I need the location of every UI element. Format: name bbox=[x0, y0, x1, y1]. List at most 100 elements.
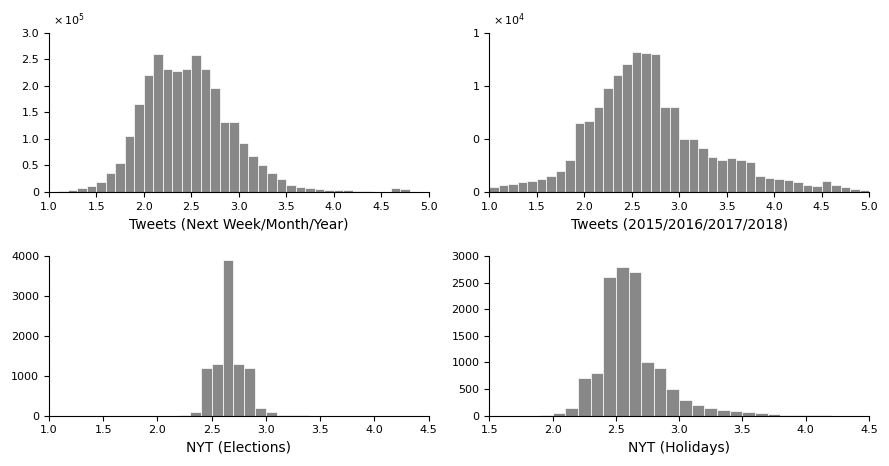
Bar bbox=[239, 143, 248, 192]
Bar bbox=[768, 414, 781, 416]
Bar bbox=[781, 415, 793, 416]
Bar bbox=[604, 88, 613, 192]
Bar bbox=[860, 190, 869, 192]
Bar bbox=[669, 107, 679, 192]
Bar bbox=[742, 412, 755, 416]
Bar bbox=[191, 55, 201, 192]
Bar bbox=[590, 373, 604, 416]
Bar bbox=[667, 389, 679, 416]
Bar bbox=[489, 187, 499, 192]
Bar bbox=[154, 54, 163, 192]
Bar bbox=[266, 411, 276, 416]
Bar bbox=[390, 188, 400, 192]
Bar bbox=[679, 139, 689, 192]
Bar bbox=[840, 187, 850, 192]
Bar bbox=[517, 183, 527, 192]
Bar bbox=[124, 136, 134, 192]
Bar bbox=[182, 69, 191, 192]
Bar bbox=[661, 107, 669, 192]
Bar bbox=[315, 189, 324, 192]
Bar bbox=[651, 54, 661, 192]
Bar bbox=[717, 160, 726, 192]
Bar bbox=[362, 191, 372, 192]
Bar bbox=[726, 158, 736, 192]
Bar bbox=[144, 75, 154, 192]
Bar bbox=[755, 176, 765, 192]
Bar bbox=[353, 191, 362, 192]
Bar bbox=[641, 363, 653, 416]
Bar bbox=[324, 191, 333, 192]
Bar bbox=[222, 260, 234, 416]
Bar bbox=[616, 267, 629, 416]
Bar bbox=[87, 185, 96, 192]
Bar bbox=[622, 64, 632, 192]
Bar bbox=[276, 179, 286, 192]
Bar bbox=[746, 162, 755, 192]
Bar bbox=[708, 157, 717, 192]
Bar bbox=[689, 139, 698, 192]
Bar bbox=[736, 160, 746, 192]
Bar bbox=[679, 400, 692, 416]
Bar bbox=[116, 163, 124, 192]
Bar bbox=[96, 183, 106, 192]
Bar bbox=[258, 165, 268, 192]
Bar bbox=[229, 122, 239, 192]
Bar bbox=[244, 368, 255, 416]
Bar bbox=[594, 107, 604, 192]
Bar bbox=[604, 277, 616, 416]
Bar bbox=[509, 184, 517, 192]
Bar bbox=[220, 122, 229, 192]
Bar bbox=[106, 173, 116, 192]
Bar bbox=[296, 187, 305, 192]
Bar bbox=[286, 185, 296, 192]
Text: $\times\,10^4$: $\times\,10^4$ bbox=[493, 11, 525, 28]
Bar bbox=[698, 149, 708, 192]
Bar bbox=[527, 181, 537, 192]
Bar bbox=[765, 178, 774, 192]
Bar bbox=[68, 190, 77, 192]
Bar bbox=[653, 368, 667, 416]
Bar bbox=[190, 411, 201, 416]
Bar bbox=[305, 188, 315, 192]
Bar bbox=[212, 364, 222, 416]
Bar bbox=[613, 75, 622, 192]
Bar bbox=[717, 410, 730, 416]
Bar bbox=[201, 69, 211, 192]
Bar bbox=[850, 189, 860, 192]
Bar bbox=[59, 191, 68, 192]
Bar bbox=[211, 89, 220, 192]
Bar bbox=[783, 180, 793, 192]
Bar bbox=[400, 189, 410, 192]
X-axis label: Tweets (Next Week/Month/Year): Tweets (Next Week/Month/Year) bbox=[129, 217, 348, 231]
Bar bbox=[803, 185, 812, 192]
Bar bbox=[704, 408, 717, 416]
X-axis label: Tweets (2015/2016/2017/2018): Tweets (2015/2016/2017/2018) bbox=[571, 217, 788, 231]
Bar bbox=[812, 185, 821, 192]
Bar bbox=[574, 123, 584, 192]
Bar bbox=[499, 185, 509, 192]
Bar bbox=[755, 413, 768, 416]
Bar bbox=[584, 121, 594, 192]
Bar bbox=[172, 71, 182, 192]
Bar bbox=[629, 272, 641, 416]
Bar bbox=[793, 415, 805, 416]
Bar bbox=[134, 104, 144, 192]
Bar bbox=[578, 378, 590, 416]
Bar bbox=[343, 191, 353, 192]
Bar bbox=[537, 179, 546, 192]
X-axis label: NYT (Elections): NYT (Elections) bbox=[187, 441, 292, 455]
Bar bbox=[553, 413, 565, 416]
Bar bbox=[821, 181, 831, 192]
Bar bbox=[793, 183, 803, 192]
Bar bbox=[632, 52, 641, 192]
Bar bbox=[163, 69, 172, 192]
Text: $\times\,10^5$: $\times\,10^5$ bbox=[52, 11, 84, 28]
Bar bbox=[546, 176, 556, 192]
Bar bbox=[201, 368, 212, 416]
Bar bbox=[268, 173, 276, 192]
Bar bbox=[565, 408, 578, 416]
Bar bbox=[641, 53, 651, 192]
Bar bbox=[730, 411, 742, 416]
Bar bbox=[255, 408, 266, 416]
Bar bbox=[831, 185, 840, 192]
